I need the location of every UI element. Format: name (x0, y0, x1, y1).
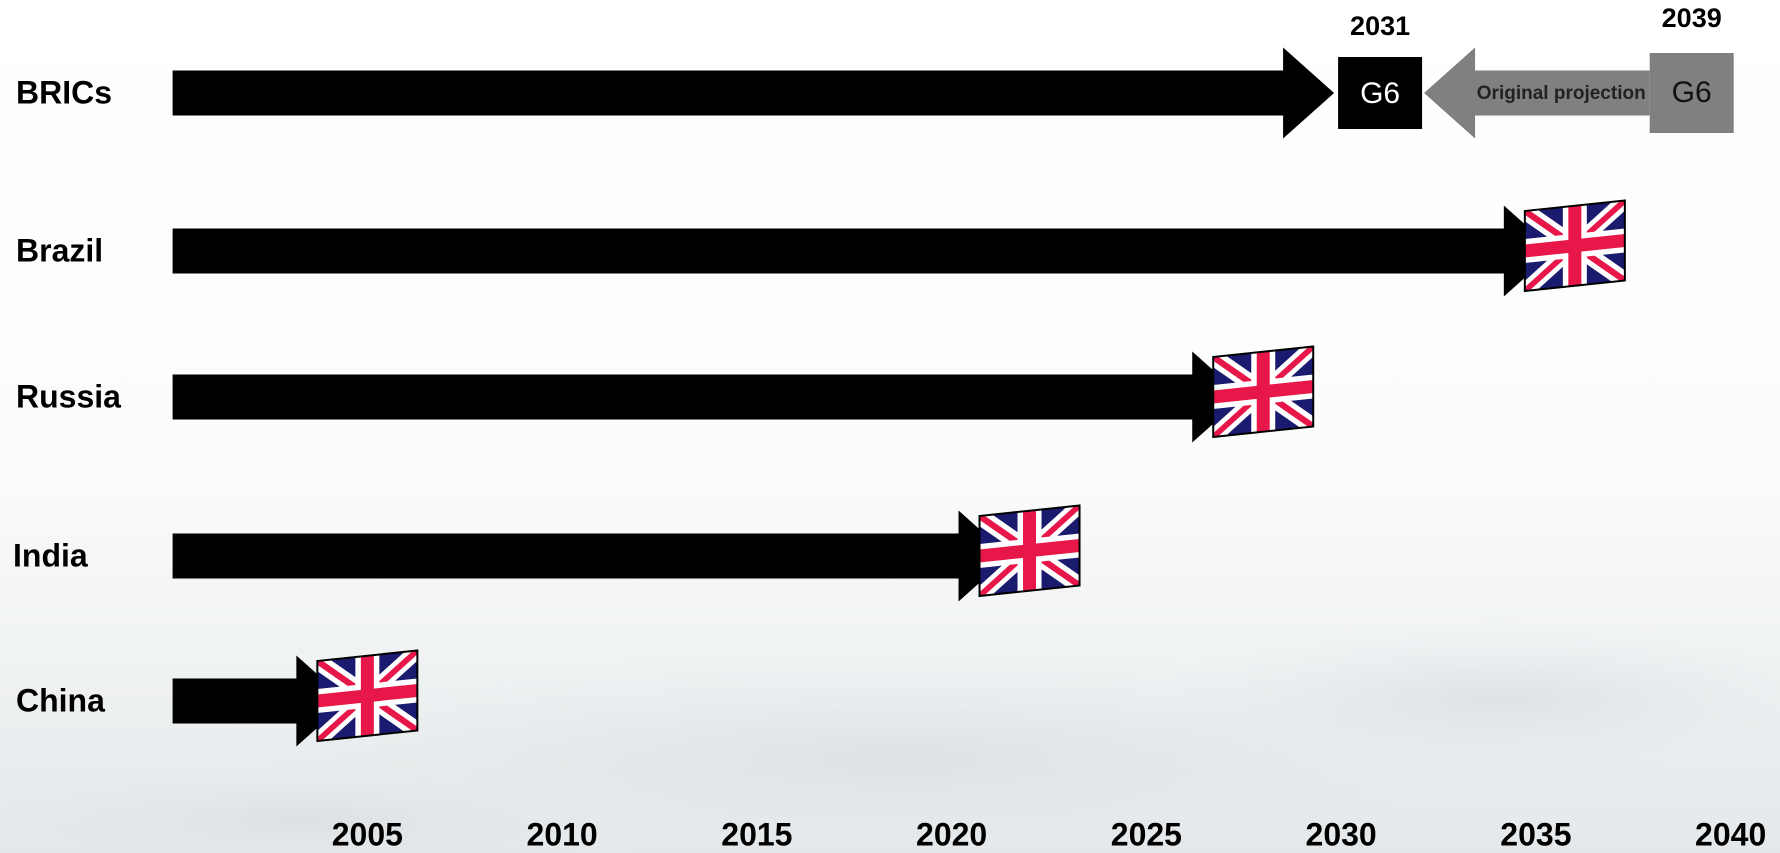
year-label: 2039 (1662, 3, 1722, 33)
original-projection-label: Original projection (1477, 83, 1646, 104)
arrow (172, 351, 1244, 443)
uk-flag (1525, 200, 1625, 291)
uk-flag-image (317, 650, 417, 741)
cloud (1150, 620, 1780, 780)
cloud (0, 760, 700, 853)
row-label: BRICs (16, 74, 112, 110)
x-tick-label: 2010 (527, 816, 598, 852)
g6-label: G6 (1360, 77, 1400, 110)
uk-flag-image (980, 505, 1080, 596)
g6-label: G6 (1672, 76, 1712, 109)
row-label: China (16, 682, 105, 718)
g6-box (1338, 57, 1423, 129)
uk-flag (1213, 346, 1313, 437)
uk-flag-image (1213, 346, 1313, 437)
row-label: Brazil (16, 232, 103, 268)
row-label: India (13, 537, 88, 573)
g6-box-original (1649, 53, 1734, 133)
x-tick-label: 2025 (1111, 816, 1182, 852)
uk-flag (980, 505, 1080, 596)
x-tick-label: 2020 (916, 816, 987, 852)
arrow (172, 47, 1335, 139)
arrow (172, 510, 1010, 602)
x-tick-label: 2040 (1695, 816, 1766, 852)
uk-flag (317, 650, 417, 741)
x-tick-label: 2030 (1306, 816, 1377, 852)
arrow (172, 655, 348, 747)
x-tick-label: 2015 (721, 816, 792, 852)
x-tick-label: 2035 (1500, 816, 1571, 852)
uk-flag-image (1525, 200, 1625, 291)
year-label: 2031 (1350, 11, 1410, 41)
row-label: Russia (16, 378, 121, 414)
original-projection-arrow (1424, 47, 1650, 139)
x-tick-label: 2005 (332, 816, 403, 852)
arrow (172, 205, 1555, 297)
